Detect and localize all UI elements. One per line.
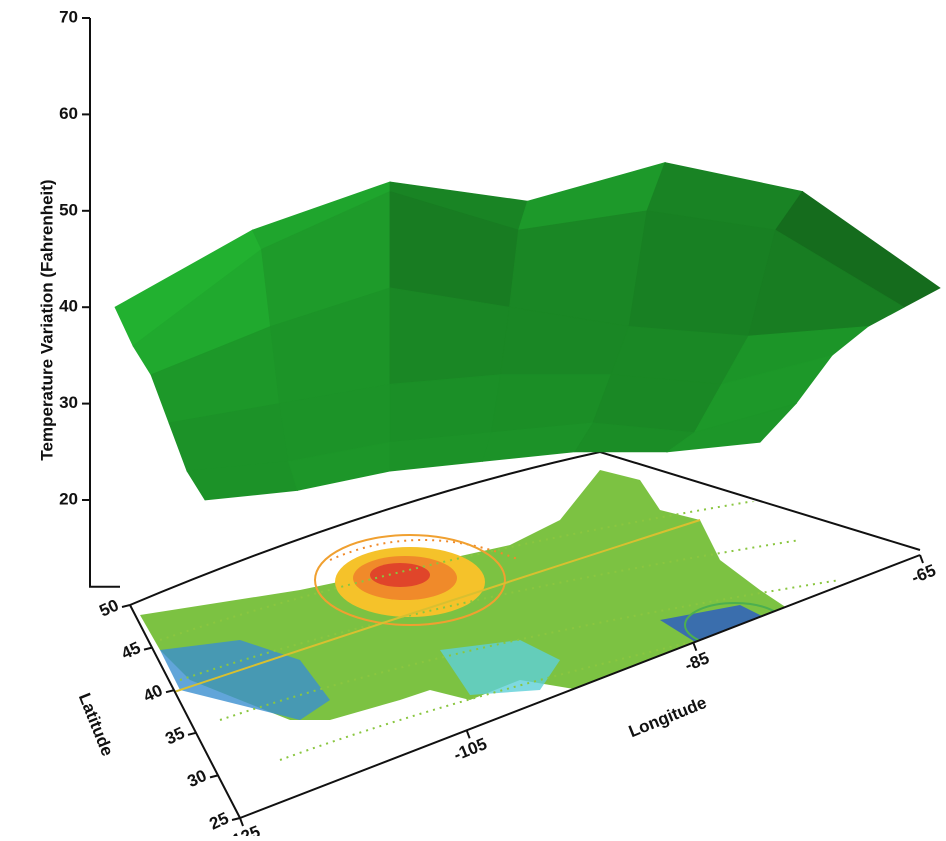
z-tick-label: 60 xyxy=(59,104,78,123)
z-tick-label: 70 xyxy=(59,7,78,26)
y-tick-label: 25 xyxy=(206,808,231,833)
map-region xyxy=(440,640,560,695)
y-axis-label: Latitude xyxy=(75,690,117,758)
y-tick xyxy=(231,817,241,821)
z-axis-label: Temperature Variation (Fahrenheit) xyxy=(37,179,56,460)
z-tick-label: 20 xyxy=(59,489,78,508)
y-tick-label: 50 xyxy=(96,595,121,620)
x-tick xyxy=(465,729,471,739)
surface-patch xyxy=(666,402,798,453)
x-tick xyxy=(239,817,244,827)
z-tick-label: 50 xyxy=(59,200,78,219)
surface-patch xyxy=(509,210,648,327)
x-tick-label: -105 xyxy=(451,734,490,764)
z-axis xyxy=(89,18,120,588)
map-hotspot xyxy=(370,563,430,587)
map-plane xyxy=(130,452,920,818)
y-tick xyxy=(187,731,197,736)
x-tick xyxy=(919,554,924,564)
x-axis-label: Longitude xyxy=(626,693,709,741)
contours xyxy=(159,499,881,761)
y-tick-label: 45 xyxy=(118,638,143,663)
y-tick xyxy=(121,604,131,608)
y-tick-label: 30 xyxy=(184,766,209,791)
z-tick-label: 40 xyxy=(59,297,78,316)
map-region xyxy=(160,640,330,720)
x-tick-label: -65 xyxy=(909,561,939,588)
x-tick xyxy=(692,642,698,652)
y-tick xyxy=(209,774,219,779)
y-tick xyxy=(143,646,153,651)
z-tick-label: 30 xyxy=(59,393,78,412)
y-tick xyxy=(165,689,175,694)
surface-patch xyxy=(389,374,501,443)
y-tick-label: 35 xyxy=(162,723,187,748)
y-tick-label: 40 xyxy=(140,681,165,706)
map-frame xyxy=(129,450,921,819)
x-tick-label: -85 xyxy=(682,648,712,675)
